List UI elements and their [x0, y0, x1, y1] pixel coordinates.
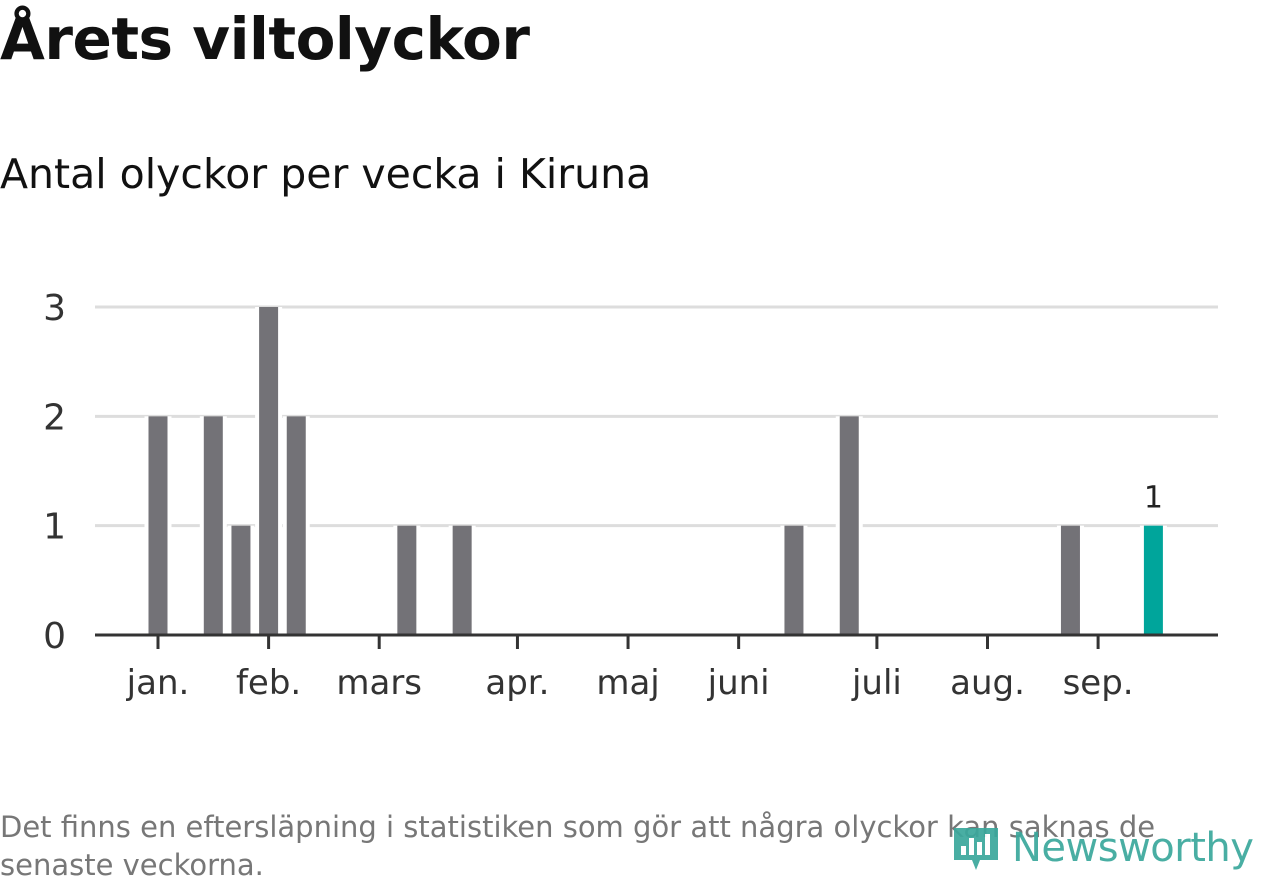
logo-text: Newsworthy [1012, 825, 1254, 871]
newsworthy-logo: Newsworthy [950, 818, 1254, 878]
bar [397, 525, 417, 635]
bar [839, 416, 859, 635]
bar [452, 525, 472, 635]
chart-subtitle: Antal olyckor per vecka i Kiruna [0, 150, 652, 198]
x-tick-label: feb. [236, 663, 301, 703]
x-tick-label: maj [596, 663, 659, 703]
bars [144, 307, 1167, 635]
y-tick-label: 0 [43, 616, 66, 657]
bar [784, 525, 804, 635]
bar [148, 416, 168, 635]
bar-chart-logo-icon [954, 828, 998, 870]
bar-chart: 0 1 2 3 jan. feb. mars apr. maj juni juli aug. sep.… [43, 288, 1218, 703]
x-tick-label: mars [336, 663, 422, 703]
bar [1143, 525, 1163, 635]
bar [231, 525, 251, 635]
bar [286, 416, 306, 635]
bar [203, 416, 223, 635]
data-label: 1 [1144, 481, 1163, 516]
gridlines [95, 305, 1218, 528]
x-tick-label: apr. [485, 663, 549, 703]
bar [1060, 525, 1080, 635]
data-labels: 1 [1144, 481, 1163, 516]
bar [259, 307, 279, 635]
y-tick-label: 3 [43, 288, 66, 329]
chart-title: Årets viltolyckor [0, 5, 530, 73]
x-axis-ticks: jan. feb. mars apr. maj juni juli aug. sep. [126, 635, 1134, 703]
x-tick-label: juni [707, 663, 770, 703]
x-tick-label: jan. [126, 663, 190, 703]
y-tick-label: 2 [43, 397, 66, 438]
x-tick-label: juli [851, 663, 902, 703]
x-tick-label: aug. [950, 663, 1025, 703]
x-tick-label: sep. [1063, 663, 1134, 703]
y-tick-label: 1 [43, 507, 66, 548]
y-axis-ticks: 0 1 2 3 [43, 288, 66, 657]
